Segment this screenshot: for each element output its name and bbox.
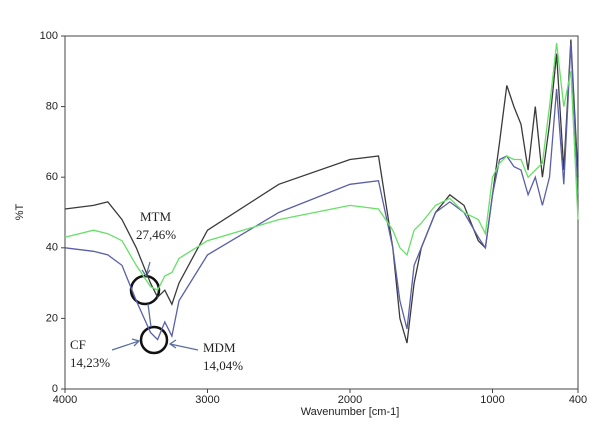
arrow [168, 339, 199, 351]
circle [139, 325, 169, 355]
circle [129, 274, 161, 306]
annotation: 27,46% [136, 227, 176, 242]
annotation: CF [70, 337, 86, 352]
arrow [147, 303, 152, 328]
y-tick-label: 80 [46, 101, 58, 113]
series-line [64, 43, 579, 292]
annotation: MTM [140, 209, 172, 224]
annotation: MDM [203, 340, 236, 355]
x-tick-label: 4000 [53, 394, 77, 406]
highlight-circles [129, 274, 169, 355]
x-axis-label: Wavenumber [cm-1] [301, 406, 400, 418]
arrows [111, 261, 199, 351]
series-line [64, 39, 579, 344]
x-tick-label: 3000 [195, 394, 219, 406]
y-tick-label: 40 [46, 242, 58, 254]
y-tick-label: 100 [40, 30, 58, 42]
annotation: 14,04% [203, 358, 243, 373]
y-tick-label: 0 [52, 383, 58, 395]
series-line [64, 43, 579, 341]
x-tick-label: 2000 [338, 394, 362, 406]
x-tick-label: 1000 [480, 394, 504, 406]
arrow [111, 338, 141, 351]
y-axis-label: %T [14, 203, 26, 220]
annotation: 14,23% [70, 355, 110, 370]
x-tick-label: 400 [569, 394, 587, 406]
y-tick-label: 60 [46, 171, 58, 183]
y-tick-label: 20 [46, 312, 58, 324]
